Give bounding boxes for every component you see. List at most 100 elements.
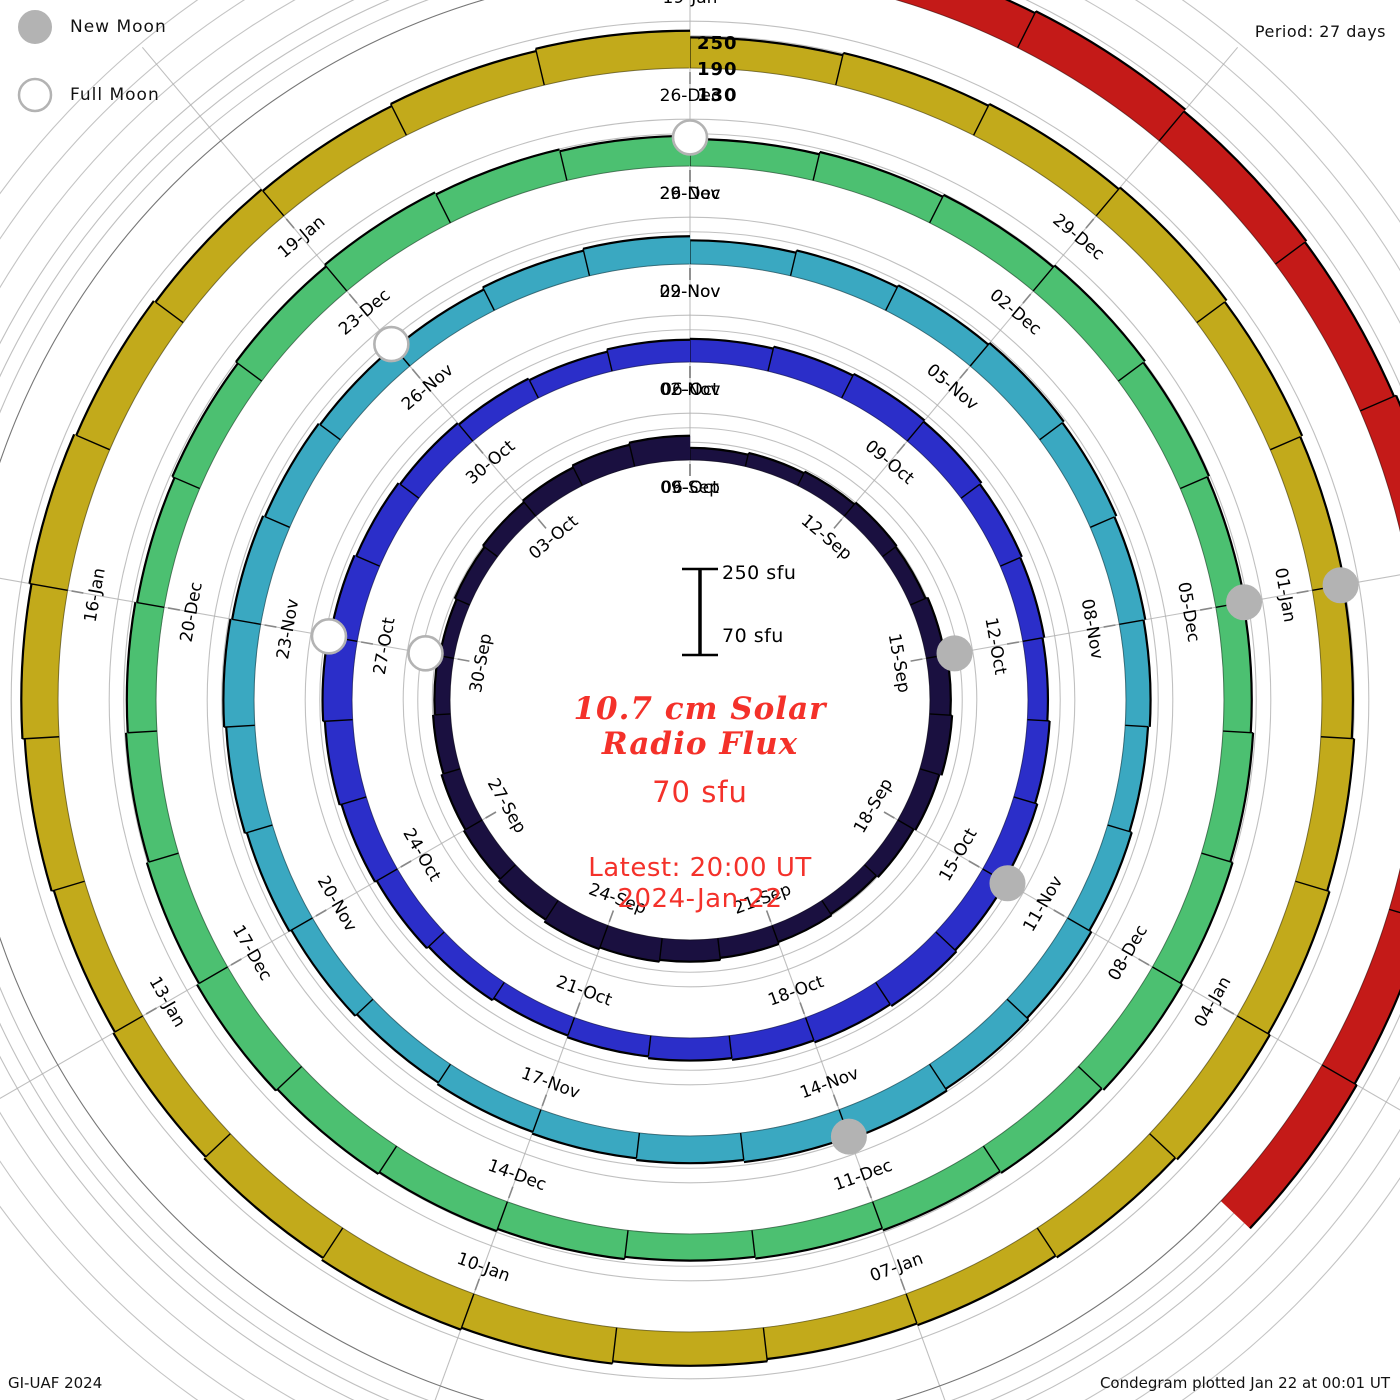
flux-day-separator: [1196, 301, 1226, 324]
flux-day-top-edge: [461, 1326, 613, 1365]
flux-day-segment: [896, 0, 1036, 48]
flux-day-separator: [1119, 619, 1144, 625]
flux-day-top-edge: [796, 249, 898, 289]
flux-day-segment: [439, 599, 470, 659]
day-tick: [1223, 1007, 1235, 1015]
flux-day-segment: [689, 338, 774, 372]
flux-day-separator: [532, 1109, 542, 1133]
flux-day-separator: [635, 1132, 641, 1159]
flux-day-separator: [377, 1145, 398, 1175]
flux-day-top-edge: [1000, 1087, 1103, 1174]
flux-day-separator: [1039, 422, 1063, 441]
flux-day-segment: [763, 1293, 918, 1360]
flux-day-separator: [1152, 966, 1183, 985]
flux-day-top-edge: [853, 372, 926, 422]
day-tick: [485, 811, 497, 819]
flux-day-segment: [1149, 1015, 1271, 1160]
flux-day-segment: [983, 1066, 1103, 1174]
flux-day-top-edge: [1223, 301, 1304, 437]
flux-day-separator: [843, 502, 857, 517]
full-moon-marker: [310, 618, 348, 655]
flux-day-top-edge: [154, 188, 263, 303]
flux-day-separator: [1077, 1065, 1103, 1089]
flux-day-separator: [1275, 241, 1306, 265]
date-tick-label: 06-Oct: [661, 380, 719, 400]
flux-day-top-edge: [566, 1036, 649, 1058]
flux-day-segment: [929, 998, 1029, 1090]
center-title-line1: 10.7 cm Solar: [573, 691, 827, 727]
ring-baseline: [155, 165, 1225, 1235]
flux-day-segment: [235, 266, 348, 382]
flux-day-segment: [1321, 909, 1400, 1085]
flux-day-top-edge: [659, 958, 721, 963]
flux-day-separator: [841, 373, 855, 399]
flux-day-separator: [435, 194, 451, 224]
flux-day-separator: [905, 1293, 918, 1324]
flux-day-top-edge: [1035, 10, 1187, 111]
flux-day-separator: [1107, 824, 1132, 833]
flux-day-segment: [113, 1015, 231, 1158]
date-tick-label: 16-Jan: [81, 566, 110, 624]
flux-day-separator: [739, 1132, 745, 1161]
day-tick: [167, 607, 181, 611]
flux-day-segment: [1017, 10, 1186, 142]
flux-day-separator: [744, 452, 750, 467]
day-tick: [400, 860, 412, 868]
flux-day-segment: [973, 103, 1119, 217]
date-tick-label: 05-Dec: [1173, 581, 1203, 644]
flux-day-top-edge: [20, 583, 33, 739]
flux-day-separator: [1360, 394, 1397, 412]
flux-day-separator: [864, 864, 877, 877]
flux-day-top-edge: [436, 1083, 534, 1134]
flux-day-top-edge: [979, 483, 1023, 558]
flux-day-separator: [127, 730, 157, 734]
date-tick-label: 18-Oct: [766, 972, 827, 1011]
flux-day-segment: [76, 300, 184, 450]
flux-day-separator: [390, 103, 407, 136]
flux-day-separator: [172, 476, 200, 490]
flux-day-top-edge: [1056, 1157, 1177, 1259]
flux-day-top-edge: [1061, 422, 1118, 517]
center-current-value: 70 sfu: [652, 775, 748, 810]
flux-day-separator: [1320, 736, 1355, 740]
new-moon-marker: [936, 635, 973, 672]
flux-day-segment: [1389, 868, 1400, 913]
day-tick: [457, 658, 470, 662]
flux-day-separator: [929, 1063, 948, 1091]
date-tick-label: 14-Dec: [485, 1156, 549, 1196]
flux-day-segment: [196, 966, 302, 1091]
flux-day-top-edge: [522, 466, 574, 502]
flux-day-top-edge: [493, 997, 569, 1037]
flux-day-top-edge: [1019, 557, 1046, 638]
flux-day-top-edge: [125, 602, 137, 733]
flux-day-separator: [323, 718, 353, 723]
flux-day-segment: [797, 471, 855, 517]
date-tick-label: 29-Nov: [660, 184, 721, 204]
flux-day-top-edge: [922, 420, 983, 484]
center-latest: Latest: 20:00 UT 2024-Jan-22: [450, 853, 950, 914]
flux-day-segment: [636, 1132, 744, 1164]
flux-day-segment: [29, 434, 110, 591]
flux-day-separator: [929, 713, 953, 716]
flux-day-top-edge: [28, 433, 76, 584]
date-tick-label: 24-Oct: [398, 825, 444, 885]
legend-label-new-moon: New Moon: [70, 17, 167, 37]
date-tick-label: 11-Nov: [1019, 873, 1067, 936]
date-tick-label: 09-Oct: [861, 436, 918, 489]
flux-day-segment: [582, 236, 691, 276]
flux-day-top-edge: [843, 51, 989, 107]
day-tick: [1006, 641, 1020, 645]
flux-day-segment: [461, 1293, 617, 1364]
flux-day-separator: [1032, 265, 1056, 292]
flux-day-separator: [804, 1017, 815, 1041]
radial-scale-label-130: 130: [697, 85, 738, 106]
flux-day-top-edge: [612, 1360, 768, 1367]
flux-day-separator: [522, 500, 537, 517]
flux-day-top-edge: [689, 239, 797, 254]
flux-day-separator: [528, 379, 539, 399]
day-tick: [411, 368, 421, 379]
flux-day-segment: [277, 1066, 397, 1175]
flux-day-top-edge: [1142, 361, 1210, 477]
flux-day-segment: [647, 1035, 733, 1061]
day-tick: [264, 624, 277, 628]
